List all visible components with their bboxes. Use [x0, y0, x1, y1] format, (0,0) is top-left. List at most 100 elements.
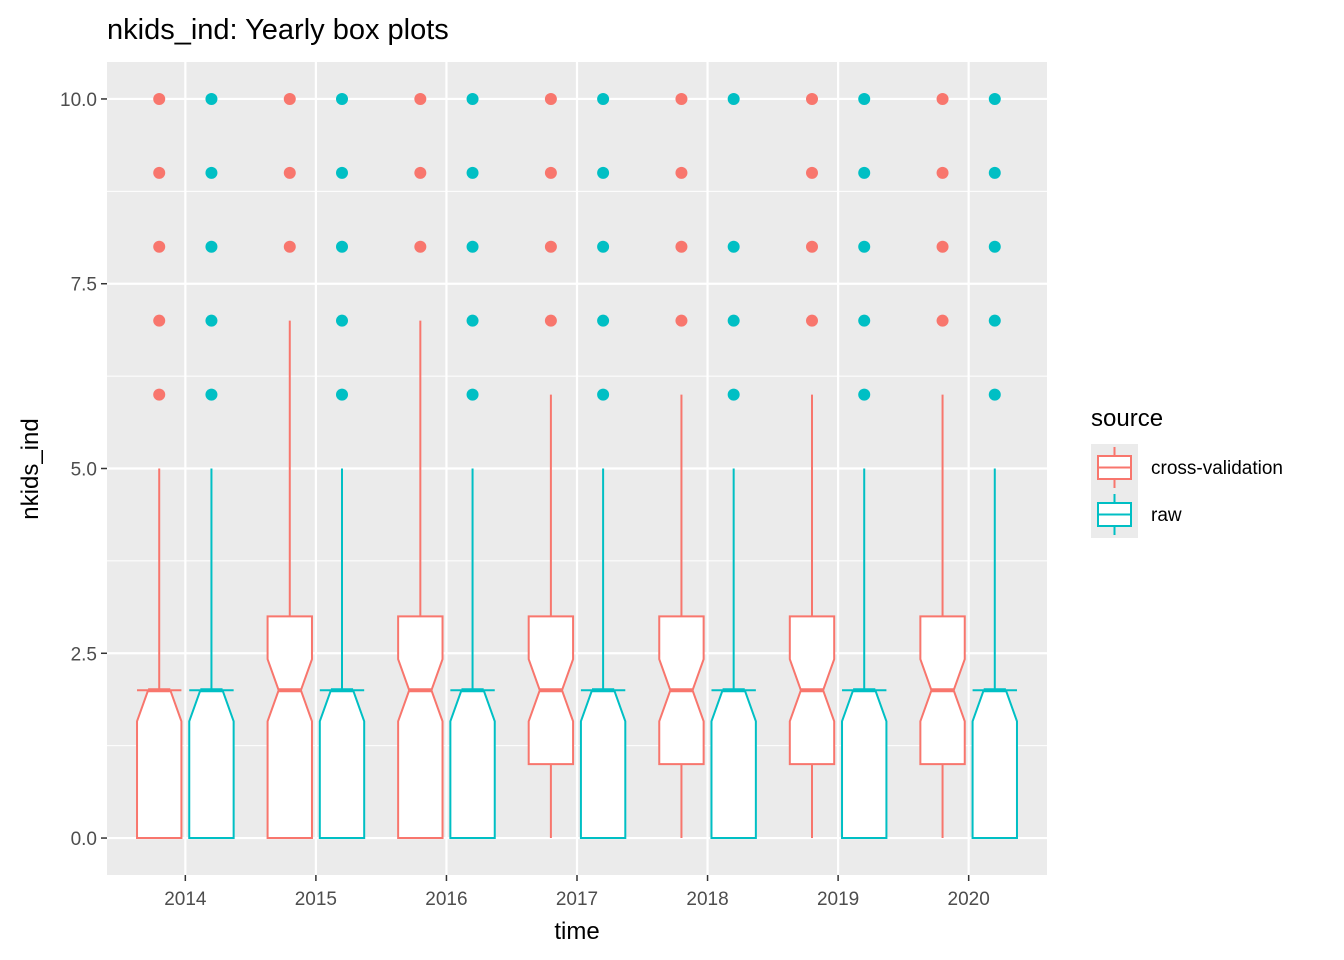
box-body	[710, 689, 757, 840]
x-tick-label: 2015	[295, 889, 337, 910]
outlier-point	[727, 388, 740, 401]
outlier-point	[153, 240, 166, 253]
outlier-point	[675, 166, 688, 179]
box-body	[449, 689, 496, 840]
y-tick-label: 5.0	[71, 460, 97, 481]
outlier-point	[597, 240, 610, 253]
outlier-point	[205, 92, 218, 105]
x-axis: 2014 2015 2016 2017 2018 2019 2020	[164, 875, 990, 910]
box-cross-validation-2014	[136, 92, 183, 840]
x-tick-label: 2019	[817, 889, 859, 910]
outlier-point	[597, 388, 610, 401]
outlier-point	[283, 166, 296, 179]
box-raw-2016	[449, 92, 496, 840]
outlier-point	[675, 92, 688, 105]
legend: source cross-validation raw	[1091, 405, 1283, 538]
box-body	[318, 689, 366, 840]
outlier-point	[727, 92, 740, 105]
outlier-point	[544, 240, 557, 253]
outlier-point	[936, 166, 949, 179]
box-raw-2015	[318, 92, 366, 840]
box-cross-validation-2020	[919, 92, 966, 839]
x-tick-label: 2016	[425, 889, 467, 910]
outlier-point	[466, 388, 479, 401]
outlier-point	[153, 92, 166, 105]
outlier-point	[336, 166, 348, 179]
grid-lines	[107, 62, 1047, 875]
outlier-point	[205, 314, 218, 327]
y-axis-title: nkids_ind	[17, 418, 44, 519]
outlier-point	[936, 240, 949, 253]
outlier-point	[858, 388, 871, 401]
outlier-point	[858, 314, 871, 327]
outlier-point	[544, 314, 557, 327]
box-raw-2014	[188, 92, 235, 840]
outlier-point	[205, 240, 218, 253]
legend-label: cross-validation	[1151, 458, 1283, 479]
boxes-layer	[136, 92, 1018, 840]
y-tick-label: 10.0	[60, 90, 97, 111]
outlier-point	[544, 166, 557, 179]
outlier-point	[936, 314, 949, 327]
legend-title: source	[1091, 405, 1163, 432]
outlier-point	[153, 388, 166, 401]
outlier-point	[727, 314, 740, 327]
outlier-point	[806, 314, 818, 327]
outlier-point	[858, 92, 871, 105]
legend-label: raw	[1151, 505, 1182, 526]
box-body	[136, 689, 183, 840]
outlier-point	[466, 240, 479, 253]
chart-title: nkids_ind: Yearly box plots	[107, 14, 449, 46]
x-tick-label: 2017	[556, 889, 598, 910]
outlier-point	[283, 92, 296, 105]
outlier-point	[988, 314, 1001, 327]
box-cross-validation-2019	[788, 92, 836, 839]
outlier-point	[336, 92, 348, 105]
box-cross-validation-2017	[527, 92, 575, 839]
outlier-point	[806, 92, 818, 105]
outlier-point	[336, 240, 348, 253]
outlier-point	[858, 240, 871, 253]
x-tick-label: 2014	[164, 889, 207, 910]
box-body	[266, 615, 313, 840]
box-cross-validation-2018	[658, 92, 705, 839]
outlier-point	[988, 92, 1001, 105]
outlier-point	[675, 240, 688, 253]
x-tick-label: 2020	[948, 889, 990, 910]
box-body	[971, 689, 1018, 840]
x-tick-label: 2018	[686, 889, 728, 910]
outlier-point	[336, 314, 348, 327]
box-body	[188, 689, 235, 840]
y-tick-label: 7.5	[71, 275, 97, 296]
outlier-point	[806, 240, 818, 253]
outlier-point	[466, 314, 479, 327]
outlier-point	[153, 314, 166, 327]
outlier-point	[414, 92, 427, 105]
outlier-point	[936, 92, 949, 105]
outlier-point	[336, 388, 348, 401]
y-axis: 0.0 2.5 5.0 7.5 10.0	[60, 90, 107, 850]
outlier-point	[544, 92, 557, 105]
outlier-point	[153, 166, 166, 179]
outlier-point	[988, 388, 1001, 401]
outlier-point	[806, 166, 818, 179]
box-body	[579, 689, 627, 840]
y-tick-label: 2.5	[71, 644, 97, 665]
box-raw-2020	[971, 92, 1018, 840]
outlier-point	[205, 166, 218, 179]
box-body	[397, 615, 444, 840]
outlier-point	[597, 92, 610, 105]
box-cross-validation-2015	[266, 92, 313, 840]
box-raw-2018	[710, 92, 757, 840]
outlier-point	[988, 166, 1001, 179]
outlier-point	[597, 314, 610, 327]
box-cross-validation-2016	[397, 92, 444, 840]
outlier-point	[466, 92, 479, 105]
x-axis-title: time	[554, 918, 599, 945]
outlier-point	[727, 240, 740, 253]
outlier-point	[414, 166, 427, 179]
y-tick-label: 0.0	[71, 829, 97, 850]
outlier-point	[466, 166, 479, 179]
outlier-point	[988, 240, 1001, 253]
